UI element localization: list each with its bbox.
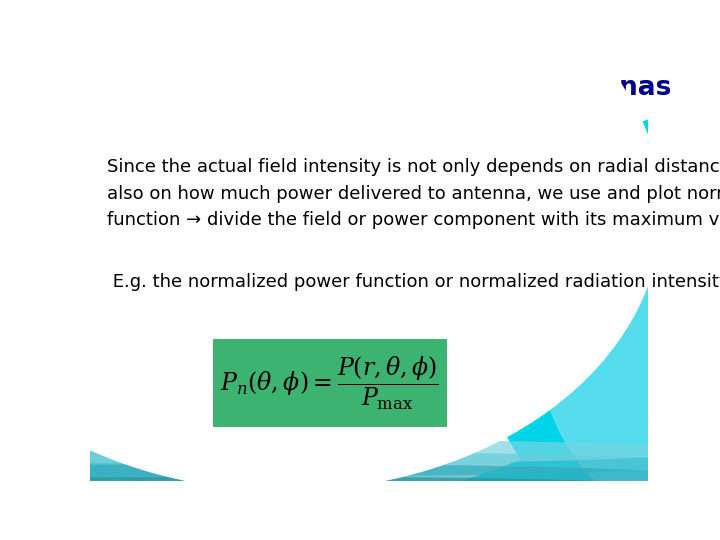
FancyBboxPatch shape	[90, 273, 648, 481]
Ellipse shape	[0, 0, 720, 503]
Ellipse shape	[9, 397, 260, 514]
Text: Fundamental Parameters of Antennas: Fundamental Parameters of Antennas	[107, 75, 671, 101]
Ellipse shape	[0, 451, 704, 476]
Text: (Cont’d.. ): (Cont’d.. )	[107, 109, 258, 134]
Text: $P_n(\theta,\phi)=\dfrac{P(r,\theta,\phi)}{P_{\mathrm{max}}}$: $P_n(\theta,\phi)=\dfrac{P(r,\theta,\phi…	[220, 354, 439, 411]
Ellipse shape	[0, 439, 704, 464]
Text: E.g. the normalized power function or normalized radiation intensity :: E.g. the normalized power function or no…	[107, 273, 720, 291]
Text: Since the actual field intensity is not only depends on radial distance, but
als: Since the actual field intensity is not …	[107, 158, 720, 229]
Ellipse shape	[0, 464, 704, 489]
Ellipse shape	[480, 106, 720, 540]
Ellipse shape	[539, 150, 720, 540]
Polygon shape	[90, 252, 648, 481]
Ellipse shape	[0, 476, 704, 501]
FancyBboxPatch shape	[213, 339, 447, 427]
Ellipse shape	[0, 0, 662, 491]
